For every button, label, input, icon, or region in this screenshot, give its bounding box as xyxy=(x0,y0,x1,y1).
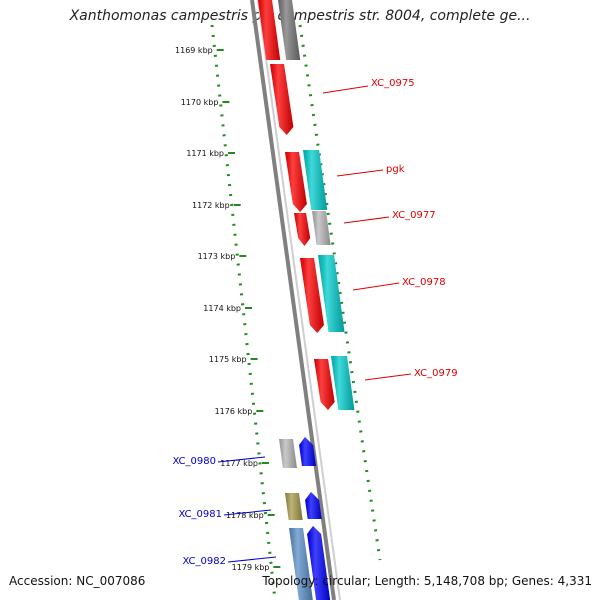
gene-label-text[interactable]: XC_0979 xyxy=(414,368,458,379)
ruler-tick-label: 1178 kbp xyxy=(226,511,264,520)
label-leader-line xyxy=(343,216,390,224)
label-leader-line xyxy=(352,282,400,291)
gene-label-text[interactable]: XC_0978 xyxy=(402,277,446,288)
gene-label-text[interactable]: XC_0981 xyxy=(178,509,222,520)
label-leader-line xyxy=(223,509,272,516)
gene-label[interactable]: XC_0978 xyxy=(352,277,446,291)
gene-label[interactable]: XC_0982 xyxy=(182,556,277,567)
gene-block[interactable] xyxy=(312,211,331,245)
gene-label-text[interactable]: XC_0980 xyxy=(172,456,216,467)
label-leader-line xyxy=(322,85,369,94)
label-leader-line xyxy=(217,456,266,463)
ruler-tick-label: 1179 kbp xyxy=(232,563,270,572)
gene-label[interactable]: XC_0980 xyxy=(172,456,266,467)
gene-block-xc0981[interactable] xyxy=(285,493,303,520)
ruler-tick-label: 1176 kbp xyxy=(215,407,253,416)
gene-block[interactable] xyxy=(307,526,331,600)
gene-block-xc0980[interactable] xyxy=(279,439,297,468)
genome-backbone xyxy=(250,0,341,600)
ruler-tick-label: 1175 kbp xyxy=(209,355,247,364)
gene-block[interactable] xyxy=(318,255,345,332)
label-leader-line xyxy=(364,373,412,381)
gene-block-xc0978[interactable] xyxy=(300,258,324,333)
ruler-tick-label: 1170 kbp xyxy=(181,98,219,107)
gene-block[interactable] xyxy=(278,0,301,60)
label-leader-line xyxy=(227,556,277,563)
genome-title: Xanthomonas campestris pv. campestris st… xyxy=(69,8,531,24)
gene-label[interactable]: XC_0979 xyxy=(364,368,458,381)
gene-block-xc0982[interactable] xyxy=(289,528,313,600)
gene-features[interactable] xyxy=(258,0,355,600)
gene-label[interactable]: pgk xyxy=(336,164,405,177)
ruler-line-right xyxy=(298,24,382,561)
gene-label-text[interactable]: pgk xyxy=(386,164,405,175)
gene-block[interactable] xyxy=(331,356,355,410)
backbone-line xyxy=(250,0,336,600)
ruler-tick-label: 1172 kbp xyxy=(192,201,230,210)
ruler-tick-label: 1174 kbp xyxy=(203,304,241,313)
gene-label-text[interactable]: XC_0975 xyxy=(371,78,415,89)
backbone-line-inner xyxy=(257,0,341,600)
gene-label-text[interactable]: XC_0977 xyxy=(392,210,436,221)
gene-label[interactable]: XC_0981 xyxy=(178,509,272,520)
gene-label[interactable]: XC_0977 xyxy=(343,210,436,224)
gene-block[interactable] xyxy=(303,150,328,210)
gene-block-xc0977[interactable] xyxy=(294,213,311,246)
ruler-tick-label: 1177 kbp xyxy=(220,459,258,468)
gene-block[interactable] xyxy=(299,437,316,466)
topology-text: Topology: circular; Length: 5,148,708 bp… xyxy=(262,574,592,588)
gene-block-xc0975[interactable] xyxy=(270,64,294,135)
ruler-tick-label: 1171 kbp xyxy=(186,149,224,158)
accession-text: Accession: NC_007086 xyxy=(9,574,146,588)
gene-label[interactable]: XC_0975 xyxy=(322,78,415,94)
gene-block[interactable] xyxy=(305,492,322,519)
ruler-tick-label: 1173 kbp xyxy=(198,252,236,261)
gene-label-text[interactable]: XC_0982 xyxy=(182,556,226,567)
ruler-tick-label: 1169 kbp xyxy=(175,46,213,55)
kbp-ruler: 1169 kbp 1170 kbp 1171 kbp 1172 kbp 1173 kbp… xyxy=(175,24,382,600)
label-leader-line xyxy=(336,169,384,177)
gene-block-pgk[interactable] xyxy=(285,152,307,212)
gene-block[interactable] xyxy=(258,0,281,60)
gene-block-xc0979[interactable] xyxy=(314,359,335,410)
